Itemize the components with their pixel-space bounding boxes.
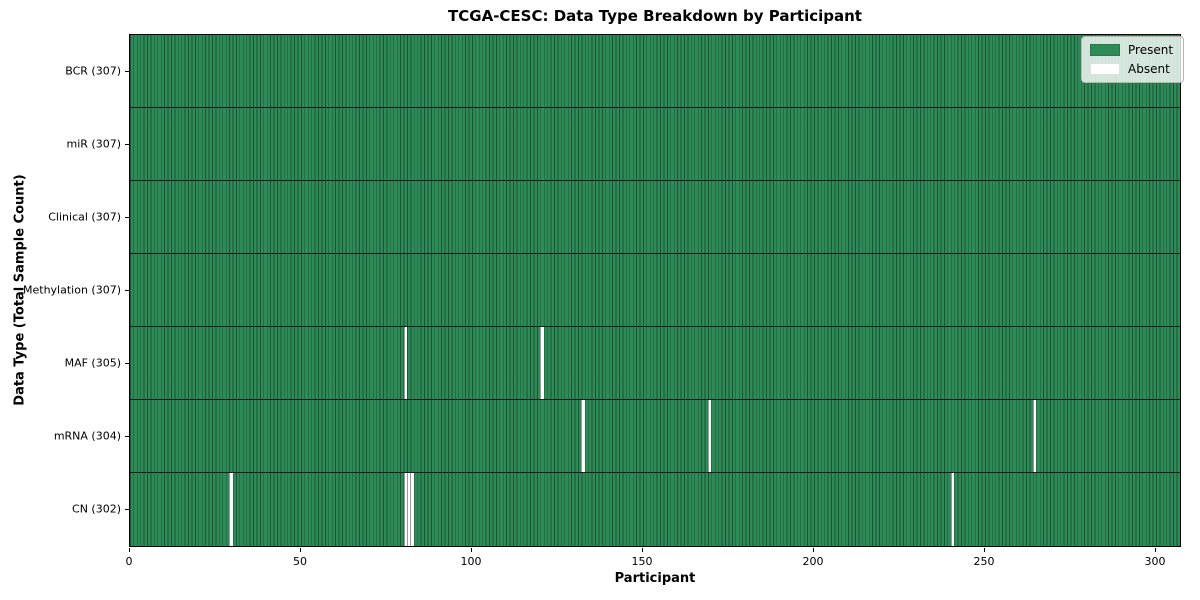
x-tick-mark [984,548,986,552]
absent-cell [229,473,233,546]
y-tick-label: Clinical (307) [48,210,121,223]
absent-cell [581,400,585,472]
y-tick-label: Methylation (307) [23,283,121,296]
heatmap-plot-area [129,34,1181,547]
y-tick-label: CN (302) [72,502,121,515]
x-tick-mark [300,548,301,552]
present-swatch [1090,44,1120,56]
y-tick-mark [125,289,129,291]
y-tick-label: BCR (307) [65,64,121,77]
legend-entry-present: Present [1090,43,1173,57]
legend: Present Absent [1081,36,1185,83]
absent-cell [540,327,544,399]
x-tick-label: 100 [460,555,482,568]
heatmap-row [130,35,1180,108]
heatmap-row [130,108,1180,181]
heatmap-row [130,473,1180,546]
y-tick-mark [125,143,129,145]
x-tick-label: 150 [631,555,653,568]
y-tick-label: miR (307) [66,137,122,150]
y-tick-mark [125,70,129,72]
x-tick-mark [471,548,473,552]
absent-cell [708,400,712,472]
x-tick-label: 300 [1144,555,1166,568]
heatmap-row [130,400,1180,473]
y-tick-label: mRNA (304) [53,429,121,442]
x-tick-label: 200 [802,555,824,568]
absent-cell [950,473,955,546]
y-tick-mark [125,508,129,510]
x-axis-label: Participant [614,571,696,586]
x-tick-label: 0 [125,555,133,568]
heatmap-row [130,254,1180,327]
x-tick-mark [129,548,130,552]
y-tick-mark [125,216,129,218]
absent-cell [403,327,408,399]
x-tick-mark [813,548,815,552]
chart-title: TCGA-CESC: Data Type Breakdown by Partic… [448,7,862,25]
x-tick-label: 50 [293,555,307,568]
legend-entry-absent: Absent [1090,62,1173,76]
heatmap-row [130,181,1180,254]
x-tick-mark [642,548,644,552]
legend-label-present: Present [1128,43,1174,57]
absent-cell [1032,400,1037,472]
absent-swatch [1090,63,1120,75]
absent-cell [410,473,414,546]
x-tick-mark [1155,548,1157,552]
x-tick-label: 250 [973,555,995,568]
legend-label-absent: Absent [1128,62,1170,76]
heatmap-row [130,327,1180,400]
y-tick-mark [125,362,129,364]
y-tick-mark [125,435,129,437]
absent-cell [403,473,408,546]
y-tick-label: MAF (305) [64,356,121,369]
absent-cell [407,473,411,546]
